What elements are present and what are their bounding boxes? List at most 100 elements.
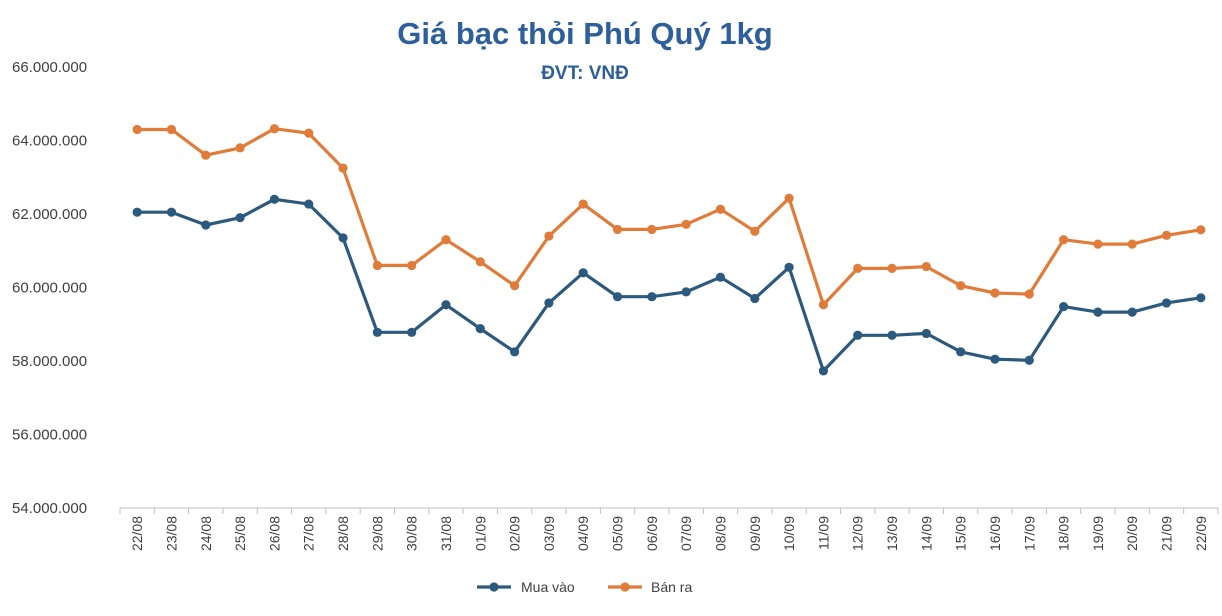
data-point: [1093, 239, 1103, 249]
data-point: [784, 193, 794, 203]
x-axis: 22/08 23/08 24/08 25/08 26/08 27/08 28/08 29/08…: [119, 507, 1219, 551]
data-point: [407, 260, 417, 271]
data-point: [818, 300, 829, 310]
x-tick-label: 30/08: [404, 516, 420, 551]
data-point: [1127, 239, 1137, 249]
data-point: [750, 293, 760, 304]
data-point: [1196, 293, 1206, 303]
legend-label: Mua vào: [521, 579, 575, 595]
data-point: [990, 288, 1000, 298]
data-point: [715, 272, 726, 282]
x-tick-label: 27/08: [301, 516, 317, 551]
x-tick-label: 08/09: [712, 516, 728, 551]
data-point: [235, 143, 245, 153]
data-point: [1161, 230, 1172, 240]
x-tick-label: 09/09: [747, 516, 763, 551]
legend-label: Bán ra: [651, 579, 692, 595]
x-tick-label: 25/08: [232, 516, 248, 551]
x-tick-label: 26/08: [266, 516, 282, 551]
x-tick-label: 01/09: [472, 516, 488, 551]
data-point: [166, 124, 177, 135]
series-1: [132, 194, 1206, 376]
data-point: [509, 347, 520, 357]
data-point: [612, 224, 623, 235]
data-point: [818, 366, 829, 376]
legend: Mua vào Bán ra: [477, 579, 692, 595]
data-point: [578, 268, 588, 278]
data-point: [441, 235, 451, 245]
data-point: [201, 220, 211, 230]
chart-subtitle: ĐVT: VNĐ: [541, 63, 629, 84]
series-2: [132, 124, 1206, 310]
x-tick-label: 21/09: [1159, 516, 1175, 551]
data-point: [235, 213, 245, 223]
data-point: [681, 219, 691, 229]
chart-title: Giá bạc thỏi Phú Quý 1kg: [397, 16, 773, 51]
data-point: [647, 292, 657, 302]
series-line: [137, 197, 1202, 373]
x-tick-label: 29/08: [369, 516, 385, 551]
data-point: [269, 124, 280, 134]
x-tick-label: 22/08: [129, 516, 145, 551]
data-point: [1058, 235, 1069, 245]
plot-area: [132, 124, 1206, 376]
data-point: [338, 163, 348, 173]
x-tick-label: 16/09: [987, 516, 1003, 551]
data-point: [921, 328, 931, 339]
data-point: [132, 207, 142, 217]
data-point: [166, 207, 177, 217]
data-point: [887, 330, 897, 340]
data-point: [509, 281, 520, 291]
data-point: [647, 224, 657, 235]
data-point: [372, 260, 382, 271]
data-point: [853, 263, 863, 273]
y-tick-label: 54.000.000: [12, 500, 87, 517]
x-tick-label: 28/08: [335, 516, 351, 551]
data-point: [304, 128, 314, 138]
data-point: [1093, 307, 1103, 317]
data-point: [715, 204, 726, 214]
data-point: [269, 194, 280, 204]
data-point: [578, 199, 588, 209]
data-point: [750, 226, 760, 236]
data-point: [1127, 307, 1137, 317]
legend-item: Bán ra: [608, 579, 692, 595]
legend-item: Mua vào: [477, 579, 575, 595]
data-point: [956, 347, 966, 357]
x-tick-label: 22/09: [1193, 516, 1209, 551]
data-point: [338, 233, 348, 243]
x-tick-label: 13/09: [884, 516, 900, 551]
data-point: [956, 281, 966, 291]
data-point: [304, 199, 314, 209]
data-point: [1024, 289, 1034, 299]
data-point: [372, 327, 382, 337]
x-tick-label: 11/09: [815, 516, 831, 550]
x-tick-label: 07/09: [678, 516, 694, 551]
data-point: [1196, 225, 1206, 235]
y-tick-label: 56.000.000: [12, 427, 87, 444]
x-tick-label: 02/09: [507, 516, 523, 551]
x-tick-label: 14/09: [918, 516, 934, 551]
x-tick-label: 06/09: [644, 516, 660, 551]
x-tick-label: 15/09: [953, 516, 969, 551]
data-point: [921, 261, 931, 272]
y-tick-label: 58.000.000: [12, 353, 87, 370]
data-point: [475, 257, 485, 267]
data-point: [475, 324, 485, 334]
data-point: [612, 292, 623, 302]
legend-swatch-marker: [620, 582, 630, 592]
x-tick-label: 12/09: [850, 516, 866, 551]
data-point: [441, 300, 451, 310]
x-tick-label: 18/09: [1056, 516, 1072, 551]
series-line: [137, 127, 1202, 307]
y-tick-label: 64.000.000: [12, 133, 87, 150]
data-point: [132, 124, 142, 135]
data-point: [544, 298, 554, 308]
legend-swatch-marker: [489, 582, 499, 592]
y-tick-label: 62.000.000: [12, 206, 87, 223]
data-point: [1161, 298, 1172, 308]
data-point: [853, 330, 863, 340]
x-tick-label: 05/09: [610, 516, 626, 551]
data-point: [1024, 355, 1034, 365]
